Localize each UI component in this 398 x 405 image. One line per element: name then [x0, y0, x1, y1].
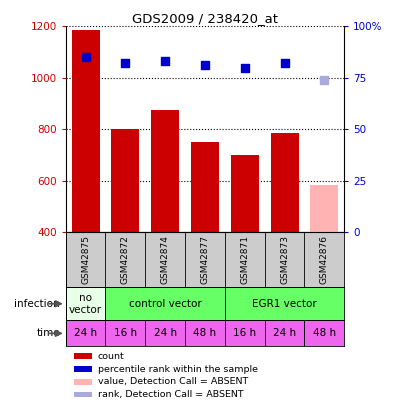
- Bar: [105, 287, 225, 320]
- Text: 24 h: 24 h: [74, 328, 97, 338]
- Point: [202, 62, 208, 69]
- Text: 16 h: 16 h: [233, 328, 256, 338]
- Text: rank, Detection Call = ABSENT: rank, Detection Call = ABSENT: [98, 390, 243, 399]
- Bar: [191, 142, 219, 232]
- Bar: [151, 110, 179, 232]
- Bar: [111, 129, 139, 232]
- Point: [281, 60, 288, 67]
- Bar: [145, 320, 185, 346]
- Text: GSM42871: GSM42871: [240, 235, 249, 284]
- Text: GSM42877: GSM42877: [201, 235, 209, 284]
- Bar: [185, 320, 225, 346]
- Point: [321, 77, 328, 83]
- Text: GSM42873: GSM42873: [280, 235, 289, 284]
- Bar: [74, 392, 92, 397]
- Text: 24 h: 24 h: [154, 328, 177, 338]
- Title: GDS2009 / 238420_at: GDS2009 / 238420_at: [132, 12, 278, 25]
- Bar: [265, 320, 304, 346]
- Bar: [66, 287, 105, 320]
- Bar: [105, 320, 145, 346]
- Text: infection: infection: [14, 299, 60, 309]
- Bar: [225, 287, 344, 320]
- Bar: [66, 320, 105, 346]
- Point: [122, 60, 129, 67]
- Bar: [271, 133, 298, 232]
- Text: GSM42875: GSM42875: [81, 235, 90, 284]
- Text: GSM42872: GSM42872: [121, 235, 130, 284]
- Text: value, Detection Call = ABSENT: value, Detection Call = ABSENT: [98, 377, 248, 386]
- Text: EGR1 vector: EGR1 vector: [252, 299, 317, 309]
- Text: percentile rank within the sample: percentile rank within the sample: [98, 365, 258, 374]
- Bar: [310, 185, 338, 232]
- Bar: [72, 30, 100, 232]
- Text: 16 h: 16 h: [114, 328, 137, 338]
- Point: [82, 54, 89, 60]
- Bar: [225, 320, 265, 346]
- Point: [242, 64, 248, 71]
- Point: [162, 58, 168, 64]
- Text: control vector: control vector: [129, 299, 201, 309]
- Bar: [74, 379, 92, 384]
- Bar: [304, 320, 344, 346]
- Text: 48 h: 48 h: [193, 328, 217, 338]
- Text: time: time: [37, 328, 60, 338]
- Bar: [74, 353, 92, 359]
- Text: GSM42874: GSM42874: [161, 235, 170, 284]
- Bar: [74, 367, 92, 372]
- Text: GSM42876: GSM42876: [320, 235, 329, 284]
- Text: 48 h: 48 h: [313, 328, 336, 338]
- Text: 24 h: 24 h: [273, 328, 296, 338]
- Text: count: count: [98, 352, 125, 360]
- Text: no
vector: no vector: [69, 293, 102, 315]
- Bar: [231, 155, 259, 232]
